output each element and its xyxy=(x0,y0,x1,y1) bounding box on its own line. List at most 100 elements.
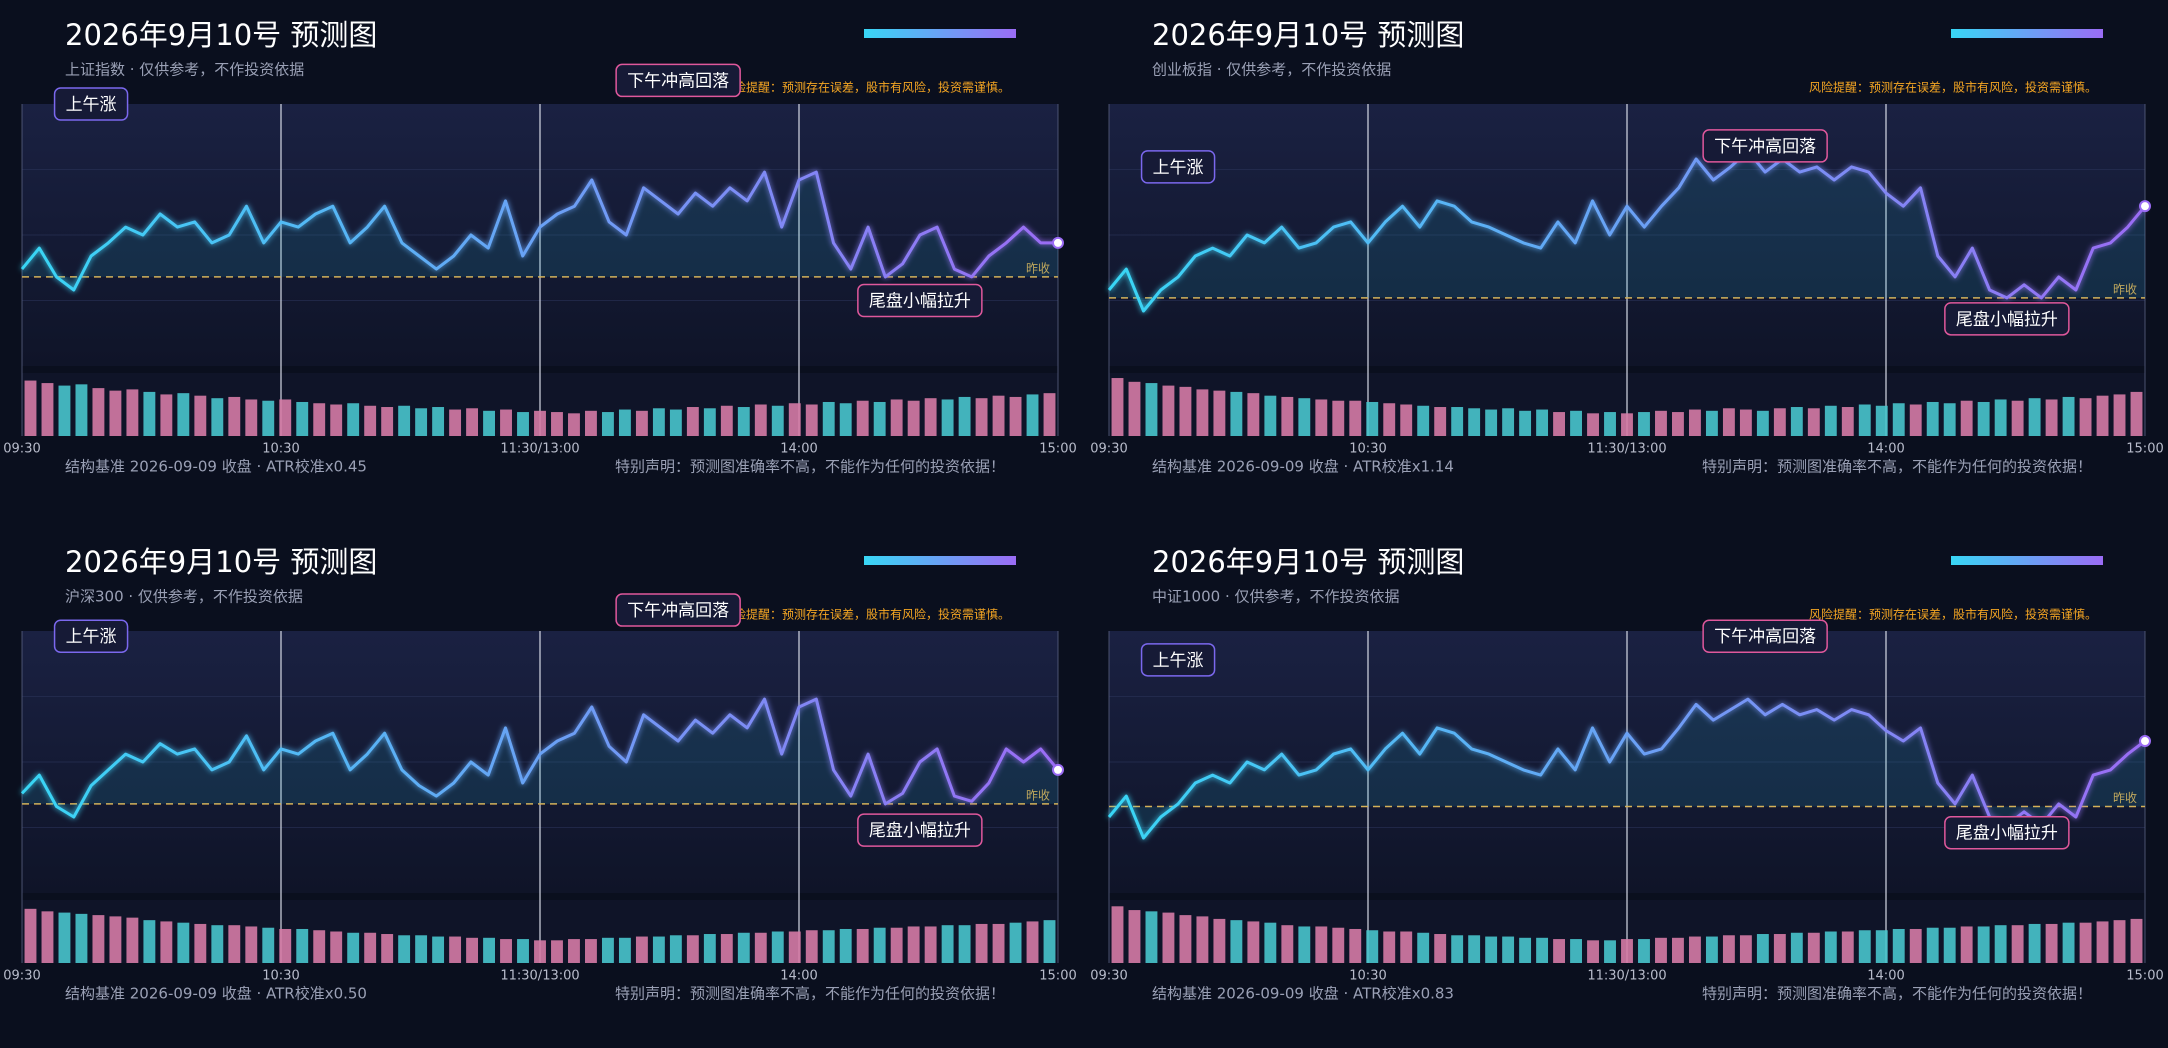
volume-bar xyxy=(432,407,445,436)
volume-bar xyxy=(703,408,716,436)
volume-bar xyxy=(313,930,326,963)
volume-bar xyxy=(228,396,241,436)
volume-bar xyxy=(1400,931,1413,963)
volume-bar xyxy=(194,923,207,963)
volume-bar xyxy=(618,937,631,963)
risk-note: 风险提醒：预测存在误差，股市有风险，投资需谨慎。 xyxy=(1809,80,2097,95)
volume-bar xyxy=(1672,412,1684,436)
volume-bar xyxy=(941,399,954,436)
annotation-box xyxy=(615,593,741,627)
volume-bar xyxy=(788,403,801,436)
volume-bar xyxy=(381,407,394,436)
volume-bar xyxy=(1230,391,1243,436)
volume-bar xyxy=(686,407,699,436)
annotation-text: 尾盘小幅拉升 xyxy=(1956,824,2058,844)
volume-bar xyxy=(1909,928,1922,963)
volume-bar xyxy=(517,412,529,436)
chart-subtitle: 上证指数 · 仅供参考，不作投资依据 xyxy=(65,61,304,79)
volume-bar xyxy=(1434,407,1447,436)
volume-bar xyxy=(1756,410,1769,436)
annotation-box xyxy=(857,813,983,847)
end-point xyxy=(1052,236,1064,249)
volume-bar xyxy=(296,401,309,436)
baseline-label: 昨收 xyxy=(1026,788,1050,802)
line xyxy=(1107,149,2147,313)
volume-bar xyxy=(1434,934,1447,963)
volume-bar xyxy=(1926,401,1939,436)
annotation-text: 尾盘小幅拉升 xyxy=(869,821,971,841)
x-tick-label: 11:30/13:00 xyxy=(1587,969,1666,984)
volume-bar xyxy=(1688,409,1701,436)
volume-bar xyxy=(534,940,546,963)
volume-bar xyxy=(228,925,241,963)
volume-bar xyxy=(1621,939,1633,963)
volume-bar xyxy=(1875,930,1888,963)
footer-right: 特别声明：预测图准确率不高，不能作为任何的投资依据！ xyxy=(615,985,1005,1003)
volume-bar xyxy=(1688,936,1701,963)
volume-bar xyxy=(1315,399,1328,436)
volume-bar xyxy=(483,410,495,436)
volume-bar xyxy=(703,934,716,963)
annotation-text: 上午涨 xyxy=(66,95,117,115)
x-tick-label: 10:30 xyxy=(262,969,299,984)
volume-bar xyxy=(2028,923,2041,963)
x-tick-label: 11:30/13:00 xyxy=(500,969,579,984)
annotation-text: 下午冲高回落 xyxy=(1714,137,1816,157)
volume-bar xyxy=(1926,927,1939,963)
volume-bar xyxy=(24,908,37,963)
volume-bar xyxy=(1739,935,1752,963)
volume-bar xyxy=(1773,408,1786,436)
volume-bar xyxy=(364,405,377,436)
volume-bar xyxy=(907,400,920,436)
volume-bar xyxy=(822,401,835,436)
volume-bar xyxy=(245,926,258,963)
volume-bar xyxy=(2062,396,2075,436)
volume-bar xyxy=(1638,939,1650,963)
volume-bar xyxy=(1111,906,1124,963)
volume-bar xyxy=(1179,915,1192,963)
volume-bar xyxy=(1892,403,1905,436)
volume-bar xyxy=(975,398,988,436)
volume-bar xyxy=(1502,936,1515,963)
chart-subtitle: 中证1000 · 仅供参考，不作投资依据 xyxy=(1152,588,1399,606)
volume-bar xyxy=(890,927,903,963)
volume-bar xyxy=(1858,404,1871,436)
volume-bar xyxy=(856,400,869,436)
volume-bar xyxy=(1790,932,1803,963)
area xyxy=(22,699,1058,817)
title-accent-bar xyxy=(864,29,1016,38)
x-tick-label: 09:30 xyxy=(3,442,40,457)
volume-bar xyxy=(1722,408,1735,436)
title-accent-bar xyxy=(1951,556,2103,565)
risk-note: 风险提醒：预测存在误差，股市有风险，投资需谨慎。 xyxy=(1809,607,2097,622)
volume-bar xyxy=(2096,395,2109,436)
volume-bar xyxy=(2130,391,2143,436)
volume-bar xyxy=(1519,410,1532,436)
volume-bar xyxy=(737,407,750,436)
volume-bar xyxy=(788,931,801,963)
volume-bar xyxy=(839,928,852,963)
chart-title: 2026年9月10号 预测图 xyxy=(65,545,377,579)
volume-bar xyxy=(601,412,614,436)
volume-bar xyxy=(398,405,411,436)
volume-bar xyxy=(1298,926,1311,963)
volume-bar xyxy=(1349,928,1362,963)
volume-bar xyxy=(924,398,937,436)
volume-bar xyxy=(1468,408,1481,436)
annotation-box xyxy=(1702,619,1828,653)
baseline-label: 昨收 xyxy=(2113,282,2137,296)
area xyxy=(1109,151,2145,311)
x-tick-label: 15:00 xyxy=(1039,969,1076,984)
volume-bar xyxy=(1621,413,1633,436)
volume-bar xyxy=(771,931,784,963)
x-tick-label: 11:30/13:00 xyxy=(500,442,579,457)
volume-bar xyxy=(992,923,1005,963)
volume-bar xyxy=(737,932,750,963)
volume-bar xyxy=(1128,910,1141,963)
volume-bar xyxy=(1366,401,1379,436)
volume-bar xyxy=(1213,918,1226,963)
line xyxy=(20,697,1060,819)
volume-bar xyxy=(1264,395,1277,436)
volume-bar xyxy=(1451,935,1464,963)
